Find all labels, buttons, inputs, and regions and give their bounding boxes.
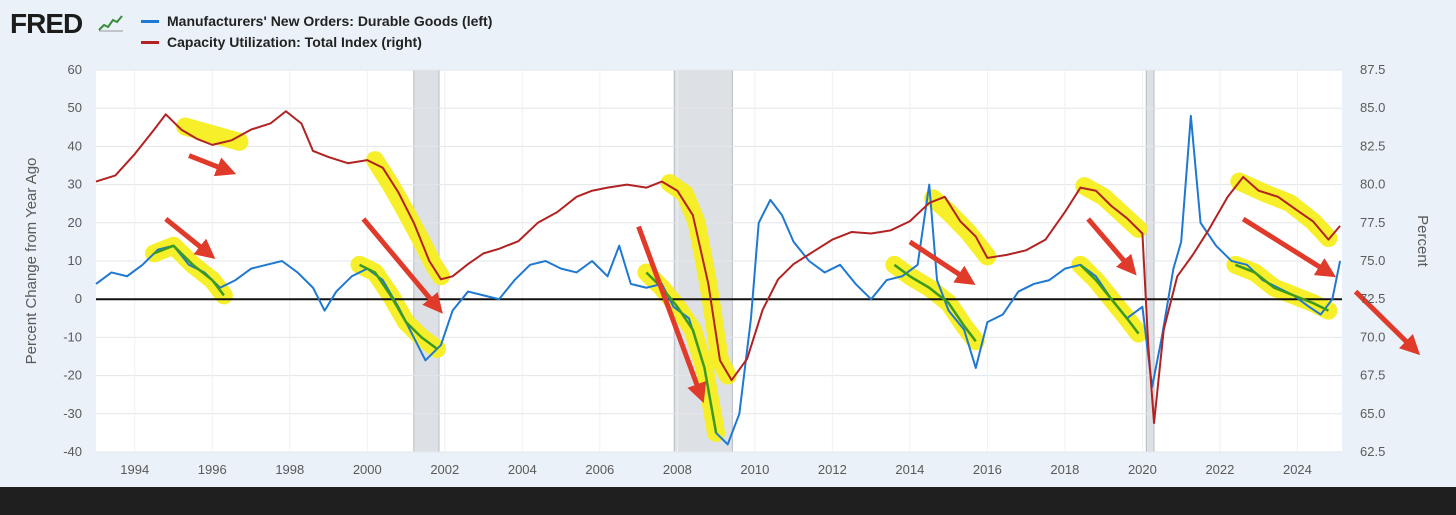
annotation-arrow (188, 153, 237, 177)
y-tick-label-left: -20 (63, 368, 82, 383)
fred-logo-graph-icon (98, 14, 124, 32)
x-tick-label: 2010 (740, 462, 769, 477)
x-tick-label: 1998 (275, 462, 304, 477)
fred-logo[interactable]: FRED (10, 8, 83, 39)
x-tick-label: 2008 (663, 462, 692, 477)
annotation-arrow (1241, 216, 1337, 278)
chart-svg[interactable]: -40 -30 -20 -10 0 10 20 30 40 50 60 62.5 65.0 67.5 70.… (0, 0, 1456, 487)
y-tick-label-left: 50 (68, 100, 82, 115)
x-tick-label: 2016 (973, 462, 1002, 477)
x-tick-label: 2002 (430, 462, 459, 477)
series-line-durable-goods (95, 114, 1342, 446)
y-axis-title-right: Percent (1414, 215, 1431, 268)
y-tick-label-right: 82.5 (1360, 138, 1385, 153)
highlighter-mark (366, 151, 450, 286)
y-tick-label-right: 62.5 (1360, 444, 1385, 459)
x-tick-label: 2004 (508, 462, 537, 477)
y-tick-label-left: 20 (68, 215, 82, 230)
y-tick-label-right: 72.5 (1360, 291, 1385, 306)
legend-label-durable-goods: Manufacturers' New Orders: Durable Goods… (167, 13, 493, 29)
annotation-arrow (1353, 289, 1421, 356)
highlighter-mark (176, 117, 249, 151)
green-overlay-line (893, 263, 977, 342)
y-tick-label-right: 85.0 (1360, 100, 1385, 115)
green-overlay-line (1234, 263, 1329, 312)
x-tick-label: 2020 (1128, 462, 1157, 477)
y-tick-label-right: 87.5 (1360, 62, 1385, 77)
annotation-arrow (636, 225, 707, 404)
series-line-capacity-utilization (95, 110, 1341, 424)
annotation-arrow (361, 217, 443, 314)
annotation-arrow (908, 239, 976, 286)
x-tick-label: 2018 (1050, 462, 1079, 477)
y-tick-label-left: 40 (68, 138, 82, 153)
legend-item-capacity-utilization[interactable]: Capacity Utilization: Total Index (right… (141, 34, 422, 50)
x-tick-label: 2024 (1283, 462, 1312, 477)
y-tick-label-left: 0 (75, 291, 82, 306)
y-tick-label-right: 77.5 (1360, 215, 1385, 230)
legend-item-durable-goods[interactable]: Manufacturers' New Orders: Durable Goods… (141, 13, 492, 29)
bottom-bar (0, 487, 1456, 515)
x-tick-label: 2000 (353, 462, 382, 477)
annotation-arrow (1086, 217, 1137, 276)
x-tick-label: 2006 (585, 462, 614, 477)
x-tick-label: 2012 (818, 462, 847, 477)
y-tick-label-left: 10 (68, 253, 82, 268)
y-tick-label-right: 65.0 (1360, 406, 1385, 421)
green-overlay-line (153, 244, 225, 297)
y-tick-label-left: -40 (63, 444, 82, 459)
green-overlay-line (1079, 263, 1140, 335)
y-axis-title-left: Percent Change from Year Ago (23, 158, 40, 365)
green-overlay-line (358, 263, 438, 350)
legend-label-capacity-utilization: Capacity Utilization: Total Index (right… (167, 34, 422, 50)
x-tick-label: 1994 (120, 462, 149, 477)
x-tick-label: 2014 (895, 462, 924, 477)
y-tick-label-right: 67.5 (1360, 368, 1385, 383)
legend-swatch-durable-goods (141, 19, 159, 23)
x-tick-label: 2022 (1205, 462, 1234, 477)
y-tick-label-left: -30 (63, 406, 82, 421)
y-tick-label-left: -10 (63, 329, 82, 344)
highlighter-mark (924, 189, 997, 266)
y-tick-label-right: 75.0 (1360, 253, 1385, 268)
annotation-arrow (164, 217, 216, 260)
y-tick-label-left: 60 (68, 62, 82, 77)
x-tick-label: 1996 (198, 462, 227, 477)
y-tick-label-right: 70.0 (1360, 329, 1385, 344)
y-tick-label-right: 80.0 (1360, 177, 1385, 192)
y-tick-label-left: 30 (68, 177, 82, 192)
legend-swatch-capacity-utilization (141, 40, 159, 44)
